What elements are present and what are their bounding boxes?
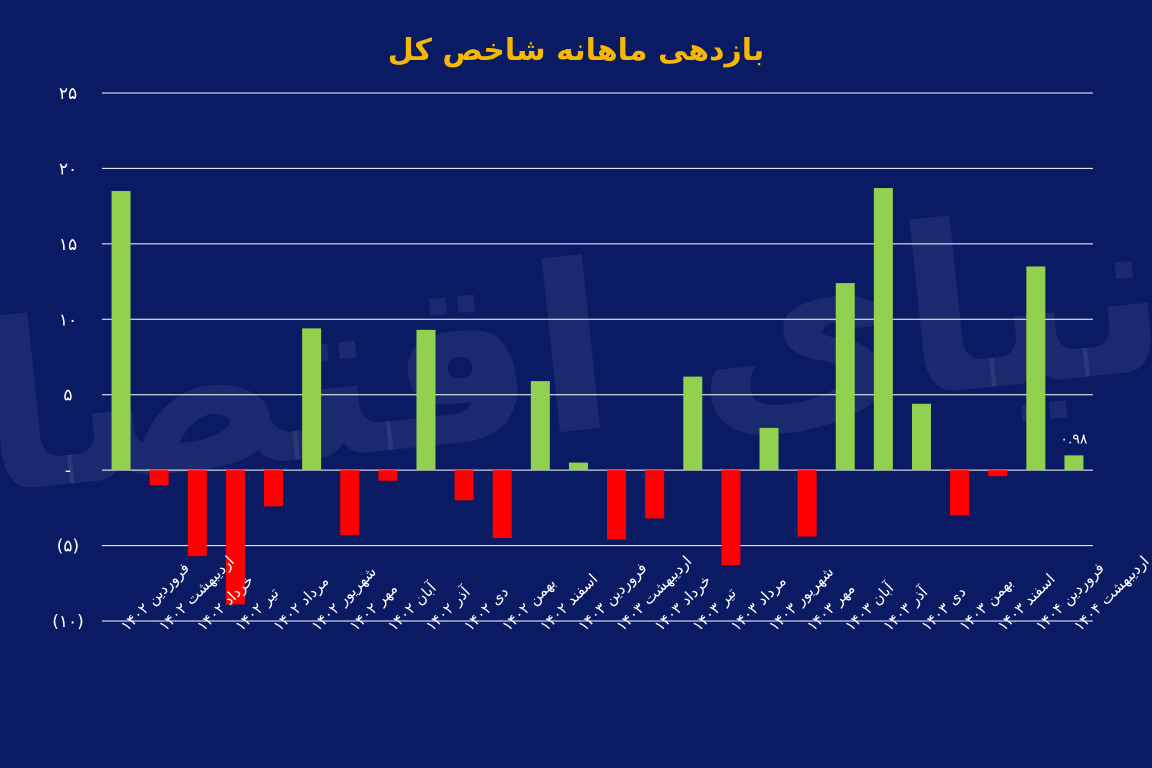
bar [454, 470, 474, 501]
y-tick-label: ۲۵ [59, 84, 77, 104]
bar [492, 470, 512, 539]
bar [530, 381, 550, 471]
bar [340, 470, 360, 536]
bar [607, 470, 627, 540]
bar [149, 470, 169, 486]
bar [416, 329, 436, 471]
bar [111, 191, 131, 471]
bars [111, 188, 1084, 605]
y-tick-label: (۵) [57, 537, 79, 557]
y-tick-label: ۱۵ [59, 235, 77, 255]
bar [225, 470, 245, 605]
bar [950, 470, 970, 516]
bar [988, 470, 1008, 477]
bar [1064, 455, 1084, 471]
y-tick-label: ۱۰ [59, 310, 77, 330]
bar [797, 470, 817, 537]
bar [187, 470, 207, 557]
bar [873, 188, 893, 471]
bar [568, 462, 588, 471]
bar [264, 470, 284, 507]
bar [302, 328, 322, 471]
bar [378, 470, 398, 481]
data-label: ۰.۹۸ [1060, 431, 1087, 447]
bar [721, 470, 741, 566]
bar [1026, 266, 1046, 471]
y-tick-label: - [65, 461, 71, 481]
y-tick-label: ۲۰ [59, 159, 77, 179]
bar [911, 403, 931, 471]
y-tick-label: ۵ [63, 386, 72, 406]
bar [835, 283, 855, 471]
chart-title: بازدهی ماهانه شاخص کل [388, 33, 765, 68]
data-labels: ۰.۹۸ [1060, 431, 1087, 447]
bar [759, 427, 779, 471]
y-tick-label: (۱۰) [52, 612, 84, 632]
bar [645, 470, 665, 519]
bar [683, 376, 703, 471]
y-axis-ticks: ۲۵ ۲۰ ۱۵ ۱۰ ۵ - (۵) (۱۰) [52, 84, 84, 632]
